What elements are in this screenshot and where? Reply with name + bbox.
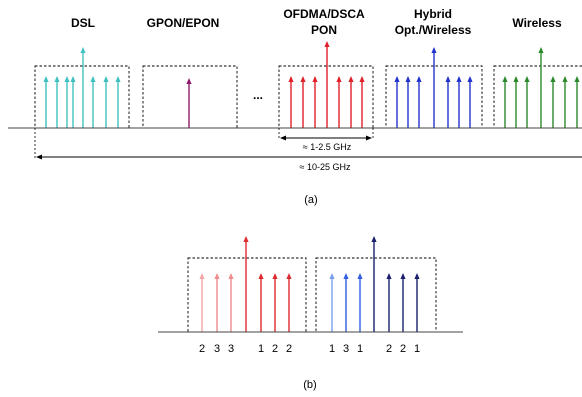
label-hybrid-opt-wireless: Opt./Wireless (395, 23, 472, 37)
number-left-2: 3 (214, 343, 220, 355)
carrier-hybrid-2-head (405, 76, 411, 82)
carrier-dsl-6-head (103, 76, 109, 82)
number-right-3: 1 (357, 343, 363, 355)
carrier-b-right-blue-1-head (329, 273, 335, 279)
caption-b: (b) (303, 379, 316, 391)
label-gpon-epon: GPON/EPON (147, 16, 220, 30)
panel-a: DSL GPON/EPON OFDMA/DSCA PON Hybrid Opt.… (8, 7, 582, 206)
caption-a: (a) (304, 194, 317, 206)
label-ofdma-pon: PON (311, 23, 337, 37)
carrier-b-left-red-3-head (286, 273, 292, 279)
carrier-b-right-blue-2-head (343, 273, 349, 279)
carrier-ofdma-4-head (336, 76, 342, 82)
carrier-b-left-pink-3-head (228, 273, 234, 279)
label-dsl: DSL (71, 16, 95, 30)
carrier-b-left-red-2-head (272, 273, 278, 279)
box-gpon (142, 65, 238, 129)
label-wireless: Wireless (512, 16, 562, 30)
pilot-wireless-head (538, 47, 544, 53)
carrier-gpon-head (186, 78, 192, 84)
number-left-3: 3 (228, 343, 234, 355)
span-outer-arrow-left-head (36, 154, 42, 160)
carrier-ofdma-6-head (359, 76, 365, 82)
carrier-b-left-red-1-head (258, 273, 264, 279)
number-left-5: 2 (272, 343, 278, 355)
carrier-hybrid-3-head (416, 76, 422, 82)
carrier-wireless-2-head (513, 76, 519, 82)
label-ofdma-dsca: OFDMA/DSCA (283, 7, 365, 21)
number-left-1: 2 (199, 343, 205, 355)
carrier-b-right-navy-3-head (414, 273, 420, 279)
spectrum-gpon (186, 78, 192, 128)
carrier-b-left-pink-1-head (199, 273, 205, 279)
carrier-wireless-6-head (574, 76, 580, 82)
number-right-5: 2 (400, 343, 406, 355)
number-right-6: 1 (414, 343, 420, 355)
carrier-hybrid-6-head (467, 76, 473, 82)
box-b-left (187, 257, 307, 333)
carrier-ofdma-5-head (348, 76, 354, 82)
spectrum-b-left (199, 236, 292, 332)
carrier-hybrid-5-head (456, 76, 462, 82)
spectrum-ofdma (288, 41, 365, 128)
span-inner-arrow-right-head (366, 135, 372, 141)
span-inner-arrow-left-head (280, 135, 286, 141)
carrier-dsl-7-head (115, 76, 121, 82)
carrier-b-right-navy-1-head (386, 273, 392, 279)
carrier-dsl-5-head (90, 76, 96, 82)
number-right-4: 2 (386, 343, 392, 355)
carrier-dsl-3-head (64, 76, 70, 82)
label-hybrid: Hybrid (414, 7, 452, 21)
number-right-2: 3 (343, 343, 349, 355)
pilot-dsl-head (80, 47, 86, 53)
span-outer-label: ≈ 10-25 GHz (300, 162, 351, 172)
carrier-wireless-3-head (524, 76, 530, 82)
box-hybrid (385, 65, 483, 129)
span-inner-label: ≈ 1-2.5 GHz (303, 142, 352, 152)
pilot-ofdma-head (324, 41, 330, 47)
number-right-1: 1 (329, 343, 335, 355)
box-b-right (315, 257, 437, 333)
spectrum-hybrid (394, 47, 473, 128)
carrier-wireless-1-head (502, 76, 508, 82)
carrier-hybrid-1-head (394, 76, 400, 82)
ellipsis: ... (253, 88, 263, 102)
carrier-dsl-1-head (43, 76, 49, 82)
box-ofdma (278, 65, 374, 129)
carrier-dsl-4-head (70, 76, 76, 82)
carrier-b-left-pink-2-head (214, 273, 220, 279)
number-left-4: 1 (258, 343, 264, 355)
spectrum-dsl (43, 47, 121, 128)
carrier-wireless-5-head (562, 76, 568, 82)
pilot-b-right-head (371, 236, 377, 242)
carrier-dsl-2-head (54, 76, 60, 82)
carrier-b-right-blue-3-head (357, 273, 363, 279)
carrier-ofdma-1-head (288, 76, 294, 82)
box-dsl (34, 65, 130, 129)
pilot-b-left-head (243, 236, 249, 242)
number-left-6: 2 (286, 343, 292, 355)
carrier-b-right-navy-2-head (400, 273, 406, 279)
carrier-hybrid-4-head (445, 76, 451, 82)
pilot-hybrid-head (431, 47, 437, 53)
carrier-ofdma-3-head (312, 76, 318, 82)
box-wireless (493, 65, 582, 129)
carrier-ofdma-2-head (300, 76, 306, 82)
carrier-wireless-4-head (550, 76, 556, 82)
spectrum-wireless (502, 47, 580, 128)
spectrum-b-right (329, 236, 420, 332)
